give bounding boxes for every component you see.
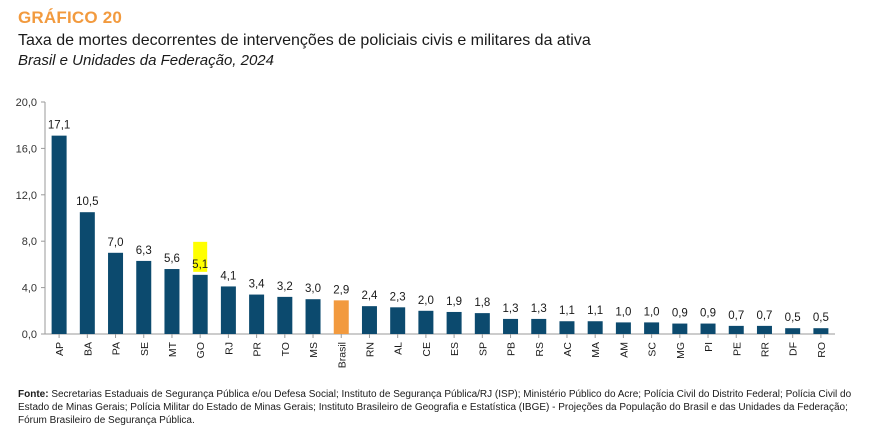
category-label: PR xyxy=(252,342,264,357)
y-tick-label: 20,0 xyxy=(16,97,37,109)
category-label: RN xyxy=(364,342,376,357)
source-note: Fonte: Secretarias Estaduais de Seguranç… xyxy=(18,388,858,427)
category-label: PA xyxy=(111,342,123,355)
bar xyxy=(164,269,180,334)
source-text: Secretarias Estaduais de Segurança Públi… xyxy=(18,389,852,426)
value-label: 5,6 xyxy=(164,253,180,265)
chart-subtitle: Brasil e Unidades da Federação, 2024 xyxy=(18,52,274,69)
category-label: AM xyxy=(618,342,630,358)
y-tick-label: 16,0 xyxy=(16,143,37,155)
bar xyxy=(361,306,377,334)
category-label: AL xyxy=(393,342,405,355)
category-label: MT xyxy=(167,341,179,357)
value-label: 1,0 xyxy=(615,306,631,318)
value-label: 7,0 xyxy=(108,237,124,249)
value-label: 1,9 xyxy=(446,296,462,308)
bar xyxy=(108,252,124,334)
category-label: AC xyxy=(562,342,574,357)
category-label: RO xyxy=(816,342,828,358)
y-tick-label: 8,0 xyxy=(22,236,37,248)
value-label: 1,3 xyxy=(503,303,519,315)
bar xyxy=(700,323,716,334)
value-label: 4,1 xyxy=(220,270,236,282)
source-prefix: Fonte: xyxy=(18,389,49,400)
chart-header: GRÁFICO 20 Taxa de mortes decorrentes de… xyxy=(18,8,591,69)
value-label: 6,3 xyxy=(136,245,152,257)
category-label: DF xyxy=(788,342,800,356)
bar xyxy=(474,313,490,334)
bar xyxy=(644,322,660,334)
category-label: MG xyxy=(675,342,687,359)
category-label: PB xyxy=(506,342,518,356)
bar xyxy=(559,321,575,334)
bar xyxy=(756,325,772,334)
bar xyxy=(220,286,236,334)
value-label: 2,0 xyxy=(418,295,434,307)
y-tick-label: 12,0 xyxy=(16,190,37,202)
bar xyxy=(136,260,152,334)
value-label: 0,5 xyxy=(785,312,801,324)
bar xyxy=(79,212,95,334)
bar xyxy=(249,294,265,334)
value-label-highlight xyxy=(193,241,208,272)
value-label: 0,9 xyxy=(700,308,716,320)
category-label: Brasil xyxy=(336,342,348,368)
category-label: PE xyxy=(731,342,743,356)
value-label: 1,8 xyxy=(474,297,490,309)
category-label: MS xyxy=(308,342,320,358)
bar xyxy=(672,323,688,334)
bar xyxy=(503,318,519,334)
category-label: CE xyxy=(421,342,433,357)
value-label: 2,3 xyxy=(390,291,406,303)
category-label: PI xyxy=(703,342,715,352)
category-label: TO xyxy=(280,342,292,356)
y-tick-label: 0,0 xyxy=(22,329,37,341)
bar xyxy=(785,328,801,334)
figure-label: GRÁFICO 20 xyxy=(18,8,123,27)
bar xyxy=(615,322,631,334)
bar xyxy=(277,296,293,334)
value-label: 1,1 xyxy=(587,305,603,317)
category-label: RS xyxy=(534,342,546,357)
bar xyxy=(728,325,744,334)
bar xyxy=(446,311,462,334)
value-label: 3,0 xyxy=(305,283,321,295)
bar xyxy=(333,300,349,334)
bar-chart: 0,0 4,0 8,0 12,0 16,0 20,0 17,1 AP 10,5 BA 7,0 PA 6,… xyxy=(16,97,835,368)
category-label: SP xyxy=(477,342,489,356)
value-label: 1,0 xyxy=(644,306,660,318)
value-label: 10,5 xyxy=(76,196,98,208)
value-label: 1,3 xyxy=(531,303,547,315)
bar xyxy=(305,299,321,334)
y-tick-label: 4,0 xyxy=(22,283,37,295)
value-label: 0,9 xyxy=(672,308,688,320)
value-label: 5,1 xyxy=(192,259,208,271)
category-label: GO xyxy=(195,342,207,358)
bar xyxy=(390,307,406,334)
category-label: AP xyxy=(54,342,66,356)
value-label: 3,4 xyxy=(249,279,266,291)
value-label: 3,2 xyxy=(277,281,293,293)
bar xyxy=(813,328,829,334)
bar xyxy=(192,274,208,334)
value-label: 2,4 xyxy=(361,290,378,302)
category-label: RJ xyxy=(223,342,235,355)
bar xyxy=(531,318,547,334)
value-label: 0,7 xyxy=(756,310,772,322)
category-label: MA xyxy=(590,342,602,358)
category-label: ES xyxy=(449,342,461,356)
bar xyxy=(51,135,67,334)
bar xyxy=(587,321,603,334)
bar xyxy=(418,310,434,334)
category-label: SC xyxy=(647,342,659,357)
value-label: 0,5 xyxy=(813,312,829,324)
category-label: RR xyxy=(759,342,771,358)
value-label: 17,1 xyxy=(48,120,70,132)
value-label: 0,7 xyxy=(728,310,744,322)
category-label: SE xyxy=(139,342,151,356)
value-label: 2,9 xyxy=(333,284,349,296)
category-label: BA xyxy=(82,342,94,356)
chart-title: Taxa de mortes decorrentes de intervençõ… xyxy=(18,32,591,49)
value-label: 1,1 xyxy=(559,305,575,317)
